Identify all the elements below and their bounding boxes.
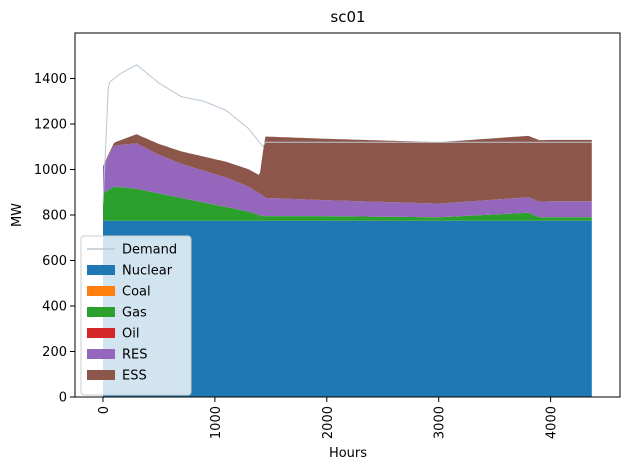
y-tick-label: 1400	[34, 72, 67, 87]
legend-label: Nuclear	[122, 264, 173, 279]
area-gas	[103, 186, 592, 221]
area-nuclear	[103, 220, 592, 397]
area-res	[103, 143, 592, 218]
x-tick-label: 4000	[545, 406, 560, 439]
legend-label: Gas	[122, 306, 147, 321]
legend-label: ESS	[122, 369, 147, 384]
y-tick-label: 800	[42, 209, 67, 224]
chart-title: sc01	[330, 8, 365, 26]
legend-swatch	[87, 370, 115, 380]
legend-swatch	[87, 265, 115, 275]
x-tick-label: 0	[97, 406, 112, 414]
legend-label: Coal	[122, 285, 151, 300]
y-tick-label: 400	[42, 300, 67, 315]
legend-swatch	[87, 307, 115, 317]
y-tick-label: 200	[42, 345, 67, 360]
axes: 0 1000 2000 3000 4000 0 200 400 600 800 1000 1200 14…	[34, 72, 560, 439]
legend-label: Oil	[122, 327, 139, 342]
legend-swatch	[87, 328, 115, 338]
line-demand	[102, 64, 592, 204]
x-tick-label: 2000	[321, 406, 336, 439]
x-axis-label: Hours	[329, 446, 367, 461]
y-tick-label: 0	[59, 391, 67, 406]
legend: Demand Nuclear Coal Gas Oil RES ESS	[80, 235, 192, 396]
plot-area	[102, 64, 592, 397]
legend-label: RES	[122, 348, 148, 363]
y-axis-label: MW	[10, 203, 25, 227]
x-tick-label: 1000	[209, 406, 224, 439]
area-ess	[103, 134, 592, 204]
y-tick-label: 600	[42, 254, 67, 269]
y-tick-label: 1200	[34, 118, 67, 133]
legend-label: Demand	[122, 243, 177, 258]
legend-swatch	[87, 286, 115, 296]
x-tick-label: 3000	[433, 406, 448, 439]
legend-swatch	[87, 349, 115, 359]
y-tick-label: 1000	[34, 163, 67, 178]
